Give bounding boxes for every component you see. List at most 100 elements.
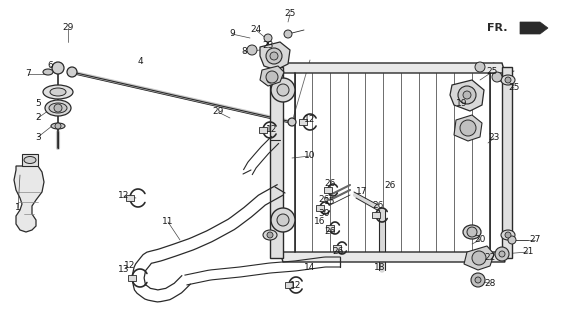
Circle shape xyxy=(499,251,505,257)
Polygon shape xyxy=(520,22,548,34)
Circle shape xyxy=(266,48,282,64)
Text: 24: 24 xyxy=(250,26,262,35)
Ellipse shape xyxy=(263,75,277,85)
Circle shape xyxy=(271,78,295,102)
Circle shape xyxy=(475,62,485,72)
Text: 21: 21 xyxy=(523,247,534,257)
Circle shape xyxy=(52,62,64,74)
Text: 26: 26 xyxy=(324,180,336,188)
Bar xyxy=(326,225,334,231)
Ellipse shape xyxy=(24,156,36,164)
Circle shape xyxy=(288,118,296,126)
Ellipse shape xyxy=(501,75,515,85)
Circle shape xyxy=(266,71,278,83)
Ellipse shape xyxy=(263,230,277,240)
Circle shape xyxy=(54,104,62,112)
Text: 30: 30 xyxy=(318,210,330,219)
Text: 12: 12 xyxy=(118,191,130,201)
Bar xyxy=(259,127,267,133)
Text: 12: 12 xyxy=(124,260,136,269)
Text: 27: 27 xyxy=(529,236,541,244)
Text: 18: 18 xyxy=(374,263,386,273)
Text: 15: 15 xyxy=(324,197,336,206)
Text: 26: 26 xyxy=(324,228,336,236)
Text: 28: 28 xyxy=(485,278,496,287)
Text: 26: 26 xyxy=(318,196,329,204)
Text: 8: 8 xyxy=(241,47,247,57)
Bar xyxy=(128,275,136,281)
Text: 5: 5 xyxy=(35,100,41,108)
Polygon shape xyxy=(502,67,512,258)
Ellipse shape xyxy=(501,230,515,240)
Text: 25: 25 xyxy=(285,10,296,19)
Circle shape xyxy=(505,77,511,83)
Polygon shape xyxy=(14,166,44,232)
Circle shape xyxy=(67,67,77,77)
Polygon shape xyxy=(464,246,494,270)
Bar xyxy=(324,187,332,193)
Text: 16: 16 xyxy=(314,218,326,227)
Bar xyxy=(285,282,293,288)
Text: 9: 9 xyxy=(229,29,235,38)
Polygon shape xyxy=(280,63,505,73)
Circle shape xyxy=(271,208,295,232)
Text: 10: 10 xyxy=(304,151,316,161)
Polygon shape xyxy=(270,67,283,258)
Text: 23: 23 xyxy=(262,42,274,51)
Text: 1: 1 xyxy=(15,204,21,212)
Circle shape xyxy=(505,232,511,238)
Bar xyxy=(299,119,307,125)
Text: 22: 22 xyxy=(485,253,496,262)
Circle shape xyxy=(55,123,61,129)
Bar xyxy=(126,195,134,201)
Circle shape xyxy=(467,227,477,237)
Circle shape xyxy=(264,34,272,42)
Circle shape xyxy=(270,52,278,60)
Text: 26: 26 xyxy=(332,247,344,257)
Text: 29: 29 xyxy=(212,108,224,116)
Ellipse shape xyxy=(463,225,481,239)
Text: 19: 19 xyxy=(456,100,468,108)
Circle shape xyxy=(277,214,289,226)
Circle shape xyxy=(492,72,502,82)
Ellipse shape xyxy=(50,88,66,96)
Circle shape xyxy=(463,91,471,99)
Ellipse shape xyxy=(43,69,53,75)
Circle shape xyxy=(277,84,289,96)
Text: 2: 2 xyxy=(35,114,41,123)
Text: FR.: FR. xyxy=(487,23,508,33)
Ellipse shape xyxy=(43,85,73,99)
Text: 25: 25 xyxy=(508,84,520,92)
Bar xyxy=(22,154,38,166)
Circle shape xyxy=(267,232,273,238)
Text: 26: 26 xyxy=(372,202,384,211)
Text: 4: 4 xyxy=(137,58,143,67)
Ellipse shape xyxy=(45,100,71,116)
Circle shape xyxy=(508,236,516,244)
Bar xyxy=(372,212,380,218)
Text: 7: 7 xyxy=(25,69,31,78)
Polygon shape xyxy=(260,66,284,86)
Text: 26: 26 xyxy=(385,181,396,190)
Text: 13: 13 xyxy=(118,266,130,275)
Circle shape xyxy=(458,86,476,104)
Circle shape xyxy=(284,30,292,38)
Circle shape xyxy=(267,77,273,83)
Circle shape xyxy=(471,273,485,287)
Circle shape xyxy=(460,120,476,136)
Circle shape xyxy=(247,45,257,55)
Text: 20: 20 xyxy=(474,236,486,244)
Text: 12: 12 xyxy=(290,282,302,291)
Circle shape xyxy=(495,247,509,261)
Text: 3: 3 xyxy=(35,132,41,141)
Text: 23: 23 xyxy=(488,133,500,142)
Text: 25: 25 xyxy=(486,68,498,76)
Bar xyxy=(316,205,324,211)
Bar xyxy=(333,245,341,251)
Text: 14: 14 xyxy=(304,263,316,273)
Polygon shape xyxy=(260,42,290,70)
Ellipse shape xyxy=(49,103,67,113)
Text: 12: 12 xyxy=(266,125,278,134)
Polygon shape xyxy=(280,252,505,262)
Text: 29: 29 xyxy=(62,23,74,33)
